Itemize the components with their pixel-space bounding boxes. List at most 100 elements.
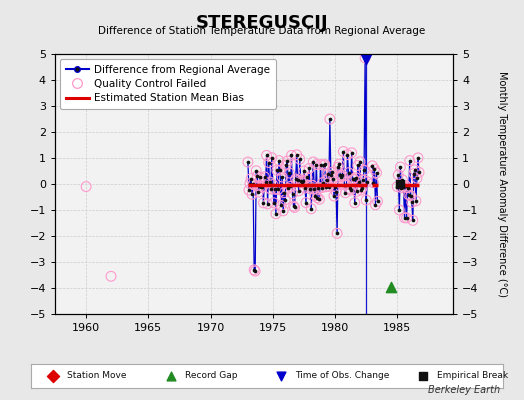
Point xyxy=(394,172,402,178)
Point xyxy=(309,159,318,165)
Point xyxy=(320,162,328,168)
Point xyxy=(302,200,310,206)
Point xyxy=(258,184,267,190)
Point xyxy=(269,181,277,188)
Point xyxy=(394,172,402,178)
Point xyxy=(251,268,259,274)
Point xyxy=(254,189,263,195)
Point xyxy=(318,184,326,191)
Point xyxy=(274,186,282,193)
Point xyxy=(338,172,346,178)
Point xyxy=(414,155,422,161)
Point xyxy=(415,169,423,176)
Point xyxy=(310,186,319,192)
Point xyxy=(286,183,294,190)
Point xyxy=(401,182,410,189)
Point xyxy=(304,182,312,188)
Point xyxy=(258,184,267,190)
Point xyxy=(393,183,401,190)
Point xyxy=(261,179,270,186)
Point xyxy=(307,206,315,212)
Point xyxy=(351,200,359,206)
Point xyxy=(325,183,333,190)
Point xyxy=(360,167,368,174)
Point xyxy=(308,182,316,188)
Point xyxy=(335,161,343,167)
Point xyxy=(244,159,252,165)
Point xyxy=(291,176,300,182)
Point xyxy=(287,152,296,158)
Point xyxy=(323,176,331,183)
Point xyxy=(408,199,416,206)
Point xyxy=(248,191,256,198)
Text: STEREGUSCIJ: STEREGUSCIJ xyxy=(195,14,329,32)
Point xyxy=(339,148,347,155)
Point xyxy=(325,116,334,122)
Point xyxy=(319,179,327,186)
Point xyxy=(369,180,378,186)
Point xyxy=(410,170,418,177)
Point xyxy=(396,164,405,170)
Point xyxy=(246,180,254,187)
Point xyxy=(282,162,290,168)
Point xyxy=(340,182,348,188)
Point xyxy=(265,159,273,166)
Point xyxy=(82,183,90,190)
Point xyxy=(326,172,335,179)
Point xyxy=(288,190,297,197)
Point xyxy=(342,182,351,188)
Point xyxy=(413,175,421,181)
Point xyxy=(293,177,302,184)
Point xyxy=(405,192,413,198)
Point xyxy=(303,174,311,181)
Point xyxy=(332,188,340,195)
Point xyxy=(248,191,256,198)
Point xyxy=(271,186,279,192)
Point xyxy=(407,192,415,199)
Point xyxy=(328,169,336,176)
Point xyxy=(395,207,403,213)
Point xyxy=(268,154,276,161)
Point xyxy=(409,217,417,224)
Point xyxy=(341,190,350,196)
Point xyxy=(289,203,298,210)
Point xyxy=(306,186,314,192)
Point xyxy=(316,161,325,168)
Point xyxy=(406,157,414,164)
Point xyxy=(275,157,283,164)
Point xyxy=(260,174,269,180)
Point xyxy=(263,152,271,158)
Point xyxy=(270,200,278,206)
Point xyxy=(411,167,419,173)
Point xyxy=(324,171,332,178)
Point xyxy=(412,198,420,204)
Point xyxy=(166,373,174,379)
Point xyxy=(270,200,278,206)
Point xyxy=(305,165,313,172)
Point xyxy=(256,174,265,181)
Text: Station Move: Station Move xyxy=(67,372,126,380)
Point xyxy=(334,164,342,170)
Point xyxy=(374,198,382,205)
Point xyxy=(351,200,359,206)
Point xyxy=(403,185,412,191)
Point xyxy=(244,159,252,165)
Point xyxy=(399,183,408,190)
Point xyxy=(352,174,360,181)
Point xyxy=(356,158,364,165)
Point xyxy=(296,156,304,162)
Point xyxy=(277,202,285,209)
Point xyxy=(353,188,361,195)
Point xyxy=(306,186,314,192)
Point xyxy=(319,179,327,186)
Point xyxy=(373,170,381,176)
Point xyxy=(292,152,301,158)
Point xyxy=(323,176,331,183)
Point xyxy=(372,202,380,208)
Point xyxy=(395,207,403,213)
Point xyxy=(315,196,324,202)
Point xyxy=(250,267,258,273)
Point xyxy=(294,188,303,194)
Point xyxy=(358,184,366,191)
Point xyxy=(344,170,353,176)
